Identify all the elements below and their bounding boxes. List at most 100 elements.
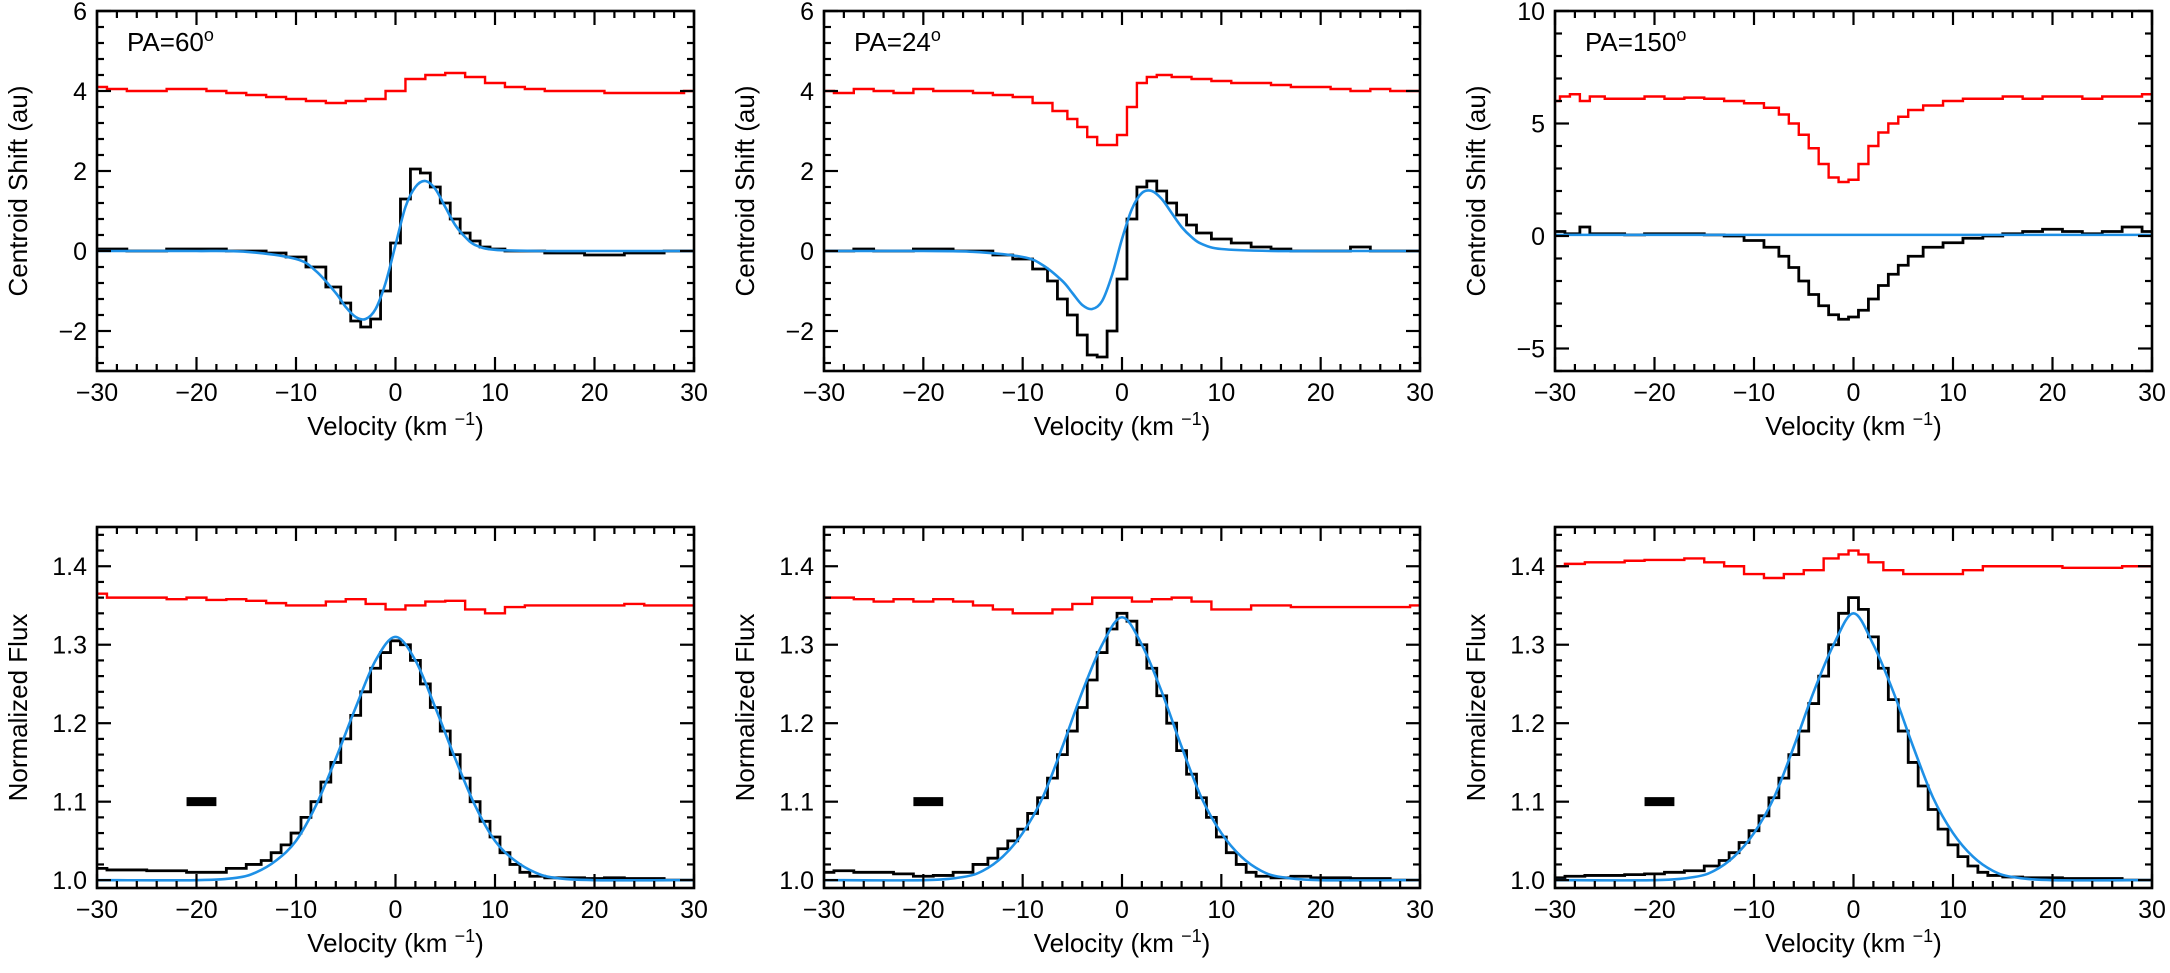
- x-tick-label: 0: [1115, 896, 1129, 924]
- y-tick-label: 4: [800, 78, 814, 106]
- x-tick-label: −20: [175, 896, 217, 924]
- panel-bottom-2: −30 −20 −10 0 10 20 30 1.0 1.1 1.2 1.3 1.4 Velocity …: [1461, 525, 2166, 958]
- x-axis-title: Velocity (km −1): [1034, 926, 1211, 958]
- x-tick-label: −10: [1001, 896, 1043, 924]
- x-tick-label: 20: [2039, 896, 2067, 924]
- residual-series-line: [1555, 549, 2152, 580]
- x-tick-label: 20: [1307, 896, 1335, 924]
- x-tick-label: 0: [1847, 379, 1861, 407]
- x-tick-label: 0: [389, 896, 403, 924]
- axes-frame: [822, 9, 1422, 373]
- x-tick-label: −10: [1733, 379, 1775, 407]
- y-tick-label: −5: [1516, 336, 1545, 364]
- position-angle-label: PA=60o: [127, 25, 214, 57]
- y-tick-label: 6: [800, 0, 814, 26]
- x-tick-label: 30: [2138, 379, 2166, 407]
- y-tick-label: 1.0: [52, 867, 87, 895]
- observed-series-line: [97, 639, 694, 882]
- x-tick-label: 20: [581, 379, 609, 407]
- y-tick-label: 1.2: [52, 710, 87, 738]
- x-tick-label: −20: [175, 379, 217, 407]
- y-tick-label: −2: [785, 318, 814, 346]
- observed-series-line: [824, 611, 1420, 882]
- y-axis-title: Centroid Shift (au): [730, 86, 760, 297]
- x-tick-label: 10: [481, 379, 509, 407]
- y-axis-title: Normalized Flux: [3, 614, 33, 802]
- x-tick-label: 20: [581, 896, 609, 924]
- residual-series-line: [1555, 93, 2152, 184]
- y-tick-label: 2: [73, 158, 87, 186]
- position-angle-label: PA=24o: [854, 25, 941, 57]
- y-axis-title: Normalized Flux: [730, 614, 760, 802]
- x-tick-label: 20: [1307, 379, 1335, 407]
- model-series-line: [824, 615, 1420, 882]
- model-series-line: [824, 189, 1420, 311]
- y-tick-label: 1.0: [779, 867, 814, 895]
- x-tick-label: −30: [803, 896, 845, 924]
- y-axis-title: Centroid Shift (au): [1461, 86, 1491, 297]
- x-tick-label: −10: [1001, 379, 1043, 407]
- x-tick-label: 10: [1207, 896, 1235, 924]
- y-tick-label: 6: [73, 0, 87, 26]
- y-tick-label: 1.1: [779, 789, 814, 817]
- y-tick-label: 1.4: [779, 553, 814, 581]
- model-series-line: [97, 179, 694, 321]
- position-angle-label: PA=150o: [1585, 25, 1686, 57]
- residual-series-line: [824, 596, 1420, 615]
- observed-series-line: [1555, 225, 2152, 321]
- observed-series-line: [824, 179, 1420, 359]
- y-tick-label: 1.4: [1510, 553, 1545, 581]
- x-tick-label: −30: [76, 379, 118, 407]
- x-tick-label: 20: [2039, 379, 2067, 407]
- y-tick-label: 1.3: [1510, 632, 1545, 660]
- residual-series-line: [97, 71, 694, 105]
- x-tick-label: 30: [680, 896, 708, 924]
- y-tick-label: 2: [800, 158, 814, 186]
- observed-series-line: [1555, 596, 2152, 882]
- y-tick-label: 0: [1531, 223, 1545, 251]
- panel-bottom-1: −30 −20 −10 0 10 20 30 1.0 1.1 1.2 1.3 1.4 Velocity …: [730, 525, 1434, 958]
- axes-frame: [1553, 525, 2154, 890]
- y-tick-label: 1.1: [1510, 789, 1545, 817]
- x-tick-label: 30: [680, 379, 708, 407]
- x-tick-label: 0: [389, 379, 403, 407]
- x-axis-title: Velocity (km −1): [1034, 409, 1211, 441]
- x-tick-label: −20: [902, 896, 944, 924]
- x-axis-title: Velocity (km −1): [307, 926, 484, 958]
- x-tick-label: −30: [803, 379, 845, 407]
- model-series-line: [1555, 612, 2152, 882]
- x-tick-label: 10: [1207, 379, 1235, 407]
- x-tick-label: −20: [902, 379, 944, 407]
- y-tick-label: −2: [58, 318, 87, 346]
- y-tick-label: 1.2: [1510, 710, 1545, 738]
- panel-bottom-0: −30 −20 −10 0 10 20 30 1.0 1.1 1.2 1.3 1.4 Velocity …: [3, 525, 708, 958]
- x-tick-label: −10: [1733, 896, 1775, 924]
- model-series-line: [97, 635, 694, 882]
- x-axis-title: Velocity (km −1): [1765, 409, 1942, 441]
- axes-frame: [822, 525, 1422, 890]
- x-tick-label: −10: [275, 896, 317, 924]
- y-tick-label: 1.4: [52, 553, 87, 581]
- y-tick-label: 1.1: [52, 789, 87, 817]
- x-tick-label: 10: [481, 896, 509, 924]
- y-tick-label: 5: [1531, 111, 1545, 139]
- y-tick-label: 0: [73, 238, 87, 266]
- x-tick-label: −10: [275, 379, 317, 407]
- x-tick-label: −30: [76, 896, 118, 924]
- x-axis-title: Velocity (km −1): [307, 409, 484, 441]
- x-tick-label: 0: [1847, 896, 1861, 924]
- x-tick-label: 30: [2138, 896, 2166, 924]
- x-tick-label: 10: [1939, 379, 1967, 407]
- axes-frame: [95, 9, 696, 373]
- x-tick-label: −20: [1633, 896, 1675, 924]
- y-axis-title: Centroid Shift (au): [3, 86, 33, 297]
- x-tick-label: 30: [1406, 379, 1434, 407]
- y-tick-label: 10: [1517, 0, 1545, 26]
- residual-series-line: [97, 592, 694, 615]
- x-axis-title: Velocity (km −1): [1765, 926, 1942, 958]
- y-tick-label: 4: [73, 78, 87, 106]
- x-tick-label: −20: [1633, 379, 1675, 407]
- y-tick-label: 1.0: [1510, 867, 1545, 895]
- x-tick-label: 0: [1115, 379, 1129, 407]
